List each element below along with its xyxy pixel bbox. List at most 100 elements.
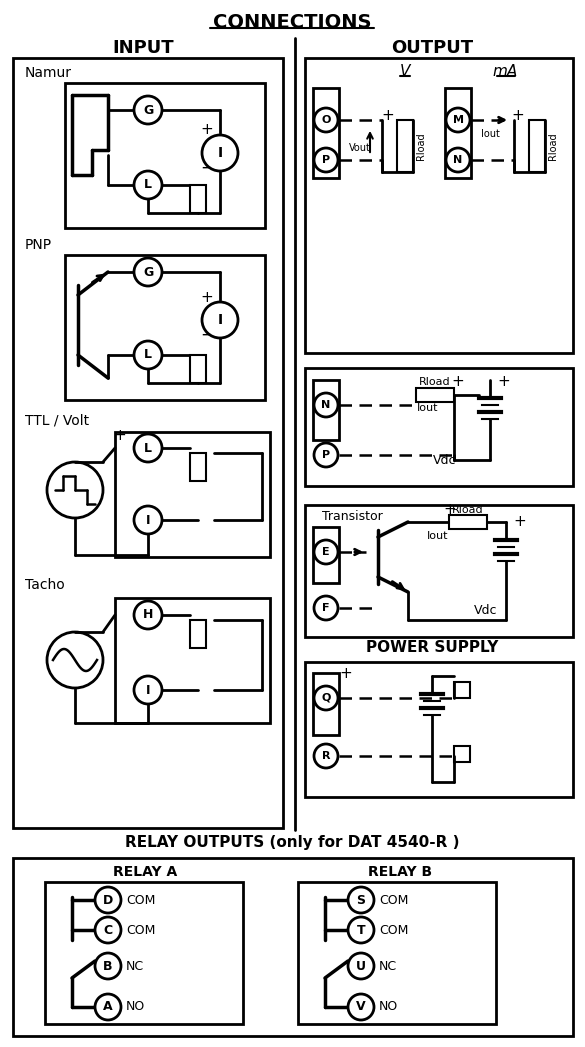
Bar bbox=[449, 515, 487, 529]
Circle shape bbox=[134, 341, 162, 369]
Circle shape bbox=[314, 148, 338, 172]
Text: I: I bbox=[146, 684, 150, 696]
Circle shape bbox=[314, 108, 338, 132]
Bar bbox=[313, 673, 339, 735]
Bar bbox=[65, 255, 265, 400]
Bar bbox=[190, 620, 206, 648]
Text: NO: NO bbox=[126, 1001, 145, 1013]
Bar bbox=[313, 527, 339, 583]
Bar bbox=[313, 88, 339, 178]
Text: PNP: PNP bbox=[25, 238, 52, 252]
Text: M: M bbox=[453, 115, 463, 125]
Text: A: A bbox=[103, 1001, 113, 1013]
Text: I: I bbox=[146, 513, 150, 527]
Circle shape bbox=[314, 393, 338, 417]
Circle shape bbox=[134, 258, 162, 286]
Text: Vdc: Vdc bbox=[474, 603, 498, 617]
Text: C: C bbox=[104, 923, 112, 936]
Circle shape bbox=[47, 462, 103, 518]
Text: S: S bbox=[356, 893, 366, 907]
Text: OUTPUT: OUTPUT bbox=[391, 39, 473, 57]
Text: CONNECTIONS: CONNECTIONS bbox=[213, 13, 371, 31]
Circle shape bbox=[348, 917, 374, 943]
Bar bbox=[454, 682, 470, 698]
Text: Iout: Iout bbox=[480, 129, 500, 139]
Circle shape bbox=[134, 676, 162, 704]
Bar bbox=[305, 367, 573, 486]
Text: −: − bbox=[200, 159, 214, 177]
Bar bbox=[305, 58, 573, 353]
Bar bbox=[13, 857, 573, 1035]
Circle shape bbox=[202, 302, 238, 338]
Text: NO: NO bbox=[379, 1001, 398, 1013]
Text: O: O bbox=[321, 115, 331, 125]
Text: +: + bbox=[201, 290, 214, 306]
Text: P: P bbox=[322, 155, 330, 165]
Text: COM: COM bbox=[126, 923, 156, 936]
Text: Iout: Iout bbox=[417, 403, 439, 413]
Text: V: V bbox=[356, 1001, 366, 1013]
Text: Q: Q bbox=[321, 693, 331, 703]
Text: G: G bbox=[143, 266, 153, 279]
Text: L: L bbox=[144, 442, 152, 454]
Circle shape bbox=[47, 632, 103, 688]
Bar bbox=[445, 88, 471, 178]
Bar bbox=[454, 747, 470, 762]
Text: +: + bbox=[498, 375, 510, 389]
Text: E: E bbox=[322, 547, 330, 557]
Circle shape bbox=[348, 994, 374, 1020]
Text: Rload: Rload bbox=[548, 132, 558, 160]
Text: T: T bbox=[357, 923, 365, 936]
Bar bbox=[190, 185, 206, 213]
Text: F: F bbox=[322, 603, 330, 612]
Text: −: − bbox=[200, 326, 214, 344]
Text: Rload: Rload bbox=[416, 132, 426, 160]
Text: L: L bbox=[144, 349, 152, 361]
Circle shape bbox=[95, 887, 121, 913]
Bar bbox=[416, 388, 454, 402]
Text: TTL / Volt: TTL / Volt bbox=[25, 413, 89, 427]
Bar bbox=[305, 505, 573, 637]
Circle shape bbox=[446, 108, 470, 132]
Text: +: + bbox=[340, 666, 352, 681]
Circle shape bbox=[134, 96, 162, 124]
Bar bbox=[298, 882, 496, 1024]
Text: COM: COM bbox=[379, 923, 408, 936]
Text: +: + bbox=[381, 108, 394, 122]
Circle shape bbox=[348, 887, 374, 913]
Text: COM: COM bbox=[126, 893, 156, 907]
Circle shape bbox=[314, 596, 338, 620]
Text: D: D bbox=[103, 893, 113, 907]
Text: Tacho: Tacho bbox=[25, 578, 65, 592]
Circle shape bbox=[134, 435, 162, 462]
Bar bbox=[115, 432, 270, 557]
Text: G: G bbox=[143, 104, 153, 116]
Text: Rload: Rload bbox=[419, 377, 451, 387]
Bar bbox=[305, 662, 573, 797]
Text: RELAY A: RELAY A bbox=[113, 865, 177, 879]
Text: L: L bbox=[144, 178, 152, 192]
Bar bbox=[13, 58, 283, 828]
Bar bbox=[190, 355, 206, 383]
Bar bbox=[397, 120, 413, 172]
Text: mA: mA bbox=[493, 65, 518, 80]
Text: +: + bbox=[512, 108, 524, 122]
Text: H: H bbox=[143, 608, 153, 622]
Text: B: B bbox=[103, 959, 113, 973]
Text: RELAY OUTPUTS (only for DAT 4540-R ): RELAY OUTPUTS (only for DAT 4540-R ) bbox=[125, 834, 459, 849]
Text: +: + bbox=[201, 122, 214, 137]
Text: RELAY B: RELAY B bbox=[368, 865, 432, 879]
Bar bbox=[115, 598, 270, 723]
Circle shape bbox=[95, 917, 121, 943]
Text: P: P bbox=[322, 450, 330, 460]
Circle shape bbox=[314, 443, 338, 467]
Text: NC: NC bbox=[379, 959, 397, 973]
Text: Transistor: Transistor bbox=[322, 510, 383, 522]
Text: +: + bbox=[113, 427, 126, 443]
Text: COM: COM bbox=[379, 893, 408, 907]
Text: Vout: Vout bbox=[349, 143, 371, 153]
Circle shape bbox=[348, 953, 374, 979]
Circle shape bbox=[134, 171, 162, 199]
Text: +: + bbox=[452, 375, 464, 389]
Text: Vdc: Vdc bbox=[433, 453, 457, 467]
